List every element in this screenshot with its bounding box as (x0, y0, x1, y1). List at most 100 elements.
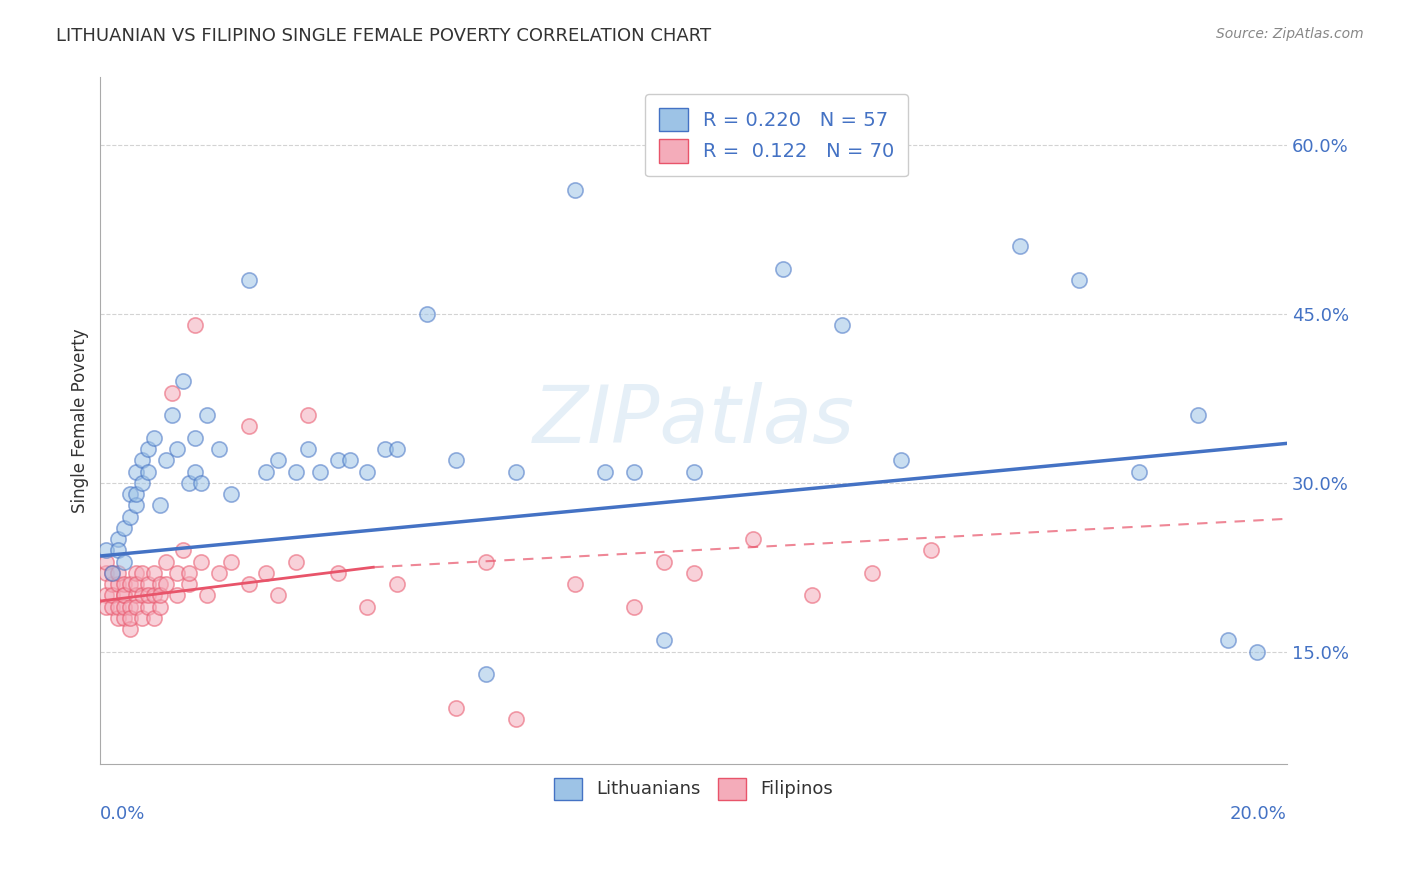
Point (166, 566, 188, 580)
Text: Source: ZipAtlas.com: Source: ZipAtlas.com (1216, 27, 1364, 41)
Point (136, 465, 159, 479)
Point (125, 566, 148, 580)
Point (208, 566, 231, 580)
Point (142, 566, 165, 580)
Point (772, 261, 794, 276)
Point (1216, 633, 1239, 648)
Text: 0.0%: 0.0% (100, 805, 146, 823)
Point (652, 555, 675, 569)
Point (101, 566, 124, 580)
Point (356, 465, 378, 479)
Point (96, 555, 118, 569)
Point (149, 498, 172, 512)
Point (101, 588, 124, 602)
Point (166, 442, 188, 456)
Point (125, 465, 148, 479)
Point (623, 465, 645, 479)
Point (107, 566, 129, 580)
Point (238, 577, 260, 591)
Point (339, 453, 361, 467)
Point (125, 577, 148, 591)
Point (446, 701, 468, 715)
Point (356, 599, 378, 614)
Point (326, 453, 349, 467)
Point (149, 577, 172, 591)
Point (149, 599, 172, 614)
Point (195, 408, 218, 422)
Point (118, 611, 141, 625)
Point (118, 487, 141, 501)
Point (831, 318, 853, 333)
Legend: Lithuanians, Filipinos: Lithuanians, Filipinos (547, 771, 839, 806)
Point (160, 408, 183, 422)
Point (801, 588, 824, 602)
Point (107, 599, 129, 614)
Point (112, 577, 135, 591)
Point (505, 465, 527, 479)
Point (112, 611, 135, 625)
Point (742, 532, 765, 546)
Point (297, 408, 319, 422)
Point (179, 577, 201, 591)
Point (326, 566, 349, 580)
Point (179, 566, 201, 580)
Point (1008, 239, 1031, 253)
Point (112, 588, 135, 602)
Point (179, 475, 201, 490)
Point (256, 566, 278, 580)
Point (125, 599, 148, 614)
Point (219, 487, 242, 501)
Point (125, 588, 148, 602)
Point (890, 453, 912, 467)
Point (415, 307, 437, 321)
Point (219, 555, 242, 569)
Point (107, 532, 129, 546)
Point (238, 419, 260, 434)
Point (920, 543, 942, 558)
Point (96, 599, 118, 614)
Point (623, 599, 645, 614)
Point (155, 555, 177, 569)
Point (1128, 465, 1150, 479)
Point (96, 566, 118, 580)
Point (184, 431, 207, 445)
Point (267, 588, 290, 602)
Point (374, 442, 396, 456)
Point (149, 588, 172, 602)
Y-axis label: Single Female Poverty: Single Female Poverty (72, 328, 89, 513)
Point (112, 588, 135, 602)
Point (131, 566, 153, 580)
Point (184, 465, 207, 479)
Point (593, 465, 616, 479)
Point (195, 588, 218, 602)
Point (125, 487, 148, 501)
Point (101, 566, 124, 580)
Point (385, 442, 408, 456)
Point (190, 555, 212, 569)
Text: ZIPatlas: ZIPatlas (533, 382, 855, 460)
Point (285, 465, 308, 479)
Point (238, 273, 260, 287)
Point (136, 588, 159, 602)
Point (155, 577, 177, 591)
Point (118, 509, 141, 524)
Point (96, 543, 118, 558)
Point (112, 521, 135, 535)
Point (155, 453, 177, 467)
Point (1246, 645, 1268, 659)
Point (564, 183, 586, 197)
Point (172, 375, 194, 389)
Point (160, 385, 183, 400)
Point (131, 611, 153, 625)
Point (184, 318, 207, 333)
Point (475, 667, 498, 681)
Point (652, 633, 675, 648)
Point (118, 577, 141, 591)
Point (107, 577, 129, 591)
Point (131, 453, 153, 467)
Point (385, 577, 408, 591)
Point (112, 555, 135, 569)
Point (96, 588, 118, 602)
Point (101, 577, 124, 591)
Point (107, 543, 129, 558)
